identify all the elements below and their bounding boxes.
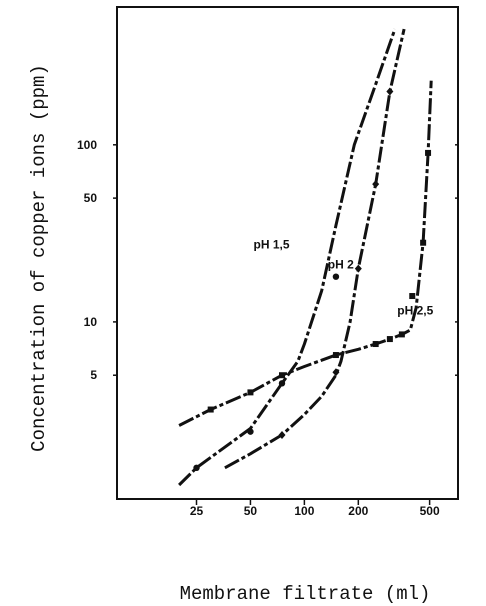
- data-point: [278, 430, 286, 439]
- series-line: [178, 80, 433, 427]
- series-labels: pH 1,5 pH 2 pH 2,5: [253, 237, 433, 317]
- x-tick-label: 25: [190, 504, 204, 518]
- y-tick-label: 10: [84, 315, 98, 329]
- y-tick-label: 50: [84, 191, 98, 205]
- x-tick-label: 200: [348, 504, 368, 518]
- y-axis: 5 10 50 100: [77, 138, 458, 382]
- series-1: [178, 28, 397, 487]
- data-point: [386, 336, 393, 343]
- data-point: [386, 87, 394, 96]
- x-axis: 25 50 100 200 500: [190, 499, 440, 518]
- series-label: pH 2: [328, 258, 354, 272]
- data-point: [278, 380, 286, 387]
- data-point: [332, 368, 340, 377]
- data-point: [247, 428, 254, 435]
- data-point: [332, 273, 340, 280]
- data-point: [425, 149, 432, 156]
- x-tick-label: 500: [420, 504, 440, 518]
- plot-area: [116, 6, 459, 500]
- series-3: [178, 80, 433, 427]
- x-tick-label: 100: [294, 504, 314, 518]
- data-point: [420, 239, 427, 246]
- data-point: [332, 352, 339, 359]
- y-tick-label: 5: [90, 368, 97, 382]
- series-layer: [178, 28, 433, 487]
- plot-frame: [116, 6, 459, 500]
- data-point: [278, 372, 285, 379]
- x-axis-title: Membrane filtrate (ml): [180, 583, 431, 605]
- data-point: [409, 293, 416, 300]
- data-point: [372, 341, 379, 348]
- data-point: [207, 406, 214, 413]
- y-tick-label: 100: [77, 138, 97, 152]
- data-point: [247, 389, 254, 396]
- data-point: [372, 180, 380, 189]
- data-point: [193, 464, 200, 472]
- y-axis-title: Concentration of copper ions (ppm): [28, 64, 50, 452]
- x-tick-label: 50: [244, 504, 258, 518]
- series-label: pH 1,5: [253, 237, 289, 251]
- series-label: pH 2,5: [397, 304, 433, 318]
- series-2: [224, 28, 406, 470]
- series-line: [224, 28, 406, 470]
- data-point: [398, 331, 405, 338]
- series-line: [178, 28, 397, 487]
- data-point: [354, 264, 362, 273]
